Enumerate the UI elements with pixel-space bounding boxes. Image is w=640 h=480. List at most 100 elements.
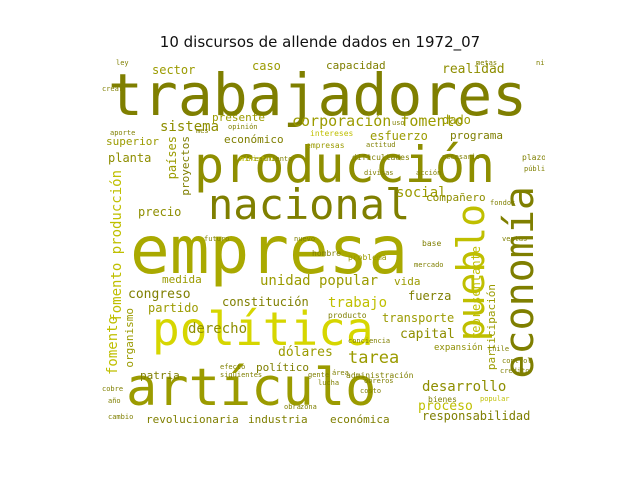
word-ano: año (108, 397, 121, 405)
word-responsabilidad: responsabilidad (422, 409, 531, 423)
word-obreros: obreros (364, 377, 394, 385)
word-nuevo: nuevo (294, 235, 316, 243)
word-fondos: fondos (490, 199, 516, 207)
word-efecto: efecto (220, 363, 246, 371)
word-nivel: nivel (536, 59, 545, 67)
word-control: control (502, 357, 532, 365)
word-corporacion-fomento: corporación fomento (292, 112, 464, 130)
word-dado: dado (442, 113, 471, 127)
word-administracion: administración (346, 371, 414, 380)
word-bienes: bienes (428, 395, 457, 404)
word-publico: público (524, 165, 545, 173)
word-transporte: transporte (382, 311, 455, 325)
word-presente: presente (212, 111, 265, 124)
word-gente: gente (308, 371, 330, 379)
word-intereses: intereses (310, 129, 354, 138)
word-programa: programa (450, 129, 503, 142)
word-obra: obra (284, 403, 301, 411)
word-economica: económica (330, 413, 390, 424)
word-zona: zona (300, 403, 317, 411)
word-paises: países (165, 136, 179, 180)
word-fuerza: fuerza (408, 289, 452, 303)
word-accion: acción (416, 169, 442, 177)
word-mercado: mercado (414, 261, 444, 269)
word-empresas: empresas (306, 141, 345, 150)
word-unidad-popular: unidad popular (260, 273, 379, 289)
word-politica: política (152, 302, 374, 356)
word-cloud: trabajadores producción nacional empresa… (96, 58, 545, 424)
word-problema: problema (348, 253, 387, 262)
word-patria: patria (140, 369, 180, 382)
word-actitud: actitud (366, 141, 396, 149)
word-hombre: hombre (312, 249, 341, 258)
word-ventas: ventas (502, 235, 528, 243)
word-precio: precio (138, 205, 182, 219)
word-ley: ley (116, 59, 129, 67)
word-vida: vida (394, 275, 421, 288)
word-mes: mes (196, 127, 209, 135)
word-plazo: plazo (522, 153, 545, 162)
word-fomento: fomento (105, 316, 121, 376)
word-metas: metas (476, 59, 498, 67)
word-economico: económico (224, 133, 284, 146)
word-siguientes: siguientes (220, 371, 263, 379)
word-proyectos: proyectos (179, 136, 192, 196)
word-realidad: realidad (442, 62, 505, 77)
word-uso: uso (392, 119, 405, 127)
word-medida: medida (162, 273, 202, 286)
word-revolucionaria: revolucionaria (146, 413, 239, 424)
word-industria: industria (248, 413, 308, 424)
word-empresa: empresa (130, 212, 409, 289)
word-participacion: participación (485, 284, 498, 371)
word-sector: sector (152, 63, 196, 77)
word-companero: compañero (426, 191, 486, 204)
word-caso: caso (252, 59, 281, 73)
word-politico: político (256, 361, 309, 374)
word-producto: producto (328, 311, 367, 320)
word-ministro: ministro (240, 155, 274, 163)
word-conciencia: conciencia (348, 337, 391, 345)
word-cambio: cambio (108, 413, 134, 421)
word-capital: capital (400, 327, 455, 342)
word-partido: partido (148, 301, 199, 315)
word-congreso: congreso (128, 287, 191, 302)
word-fomento-produccion: fomento producción (109, 170, 125, 322)
word-costo: costo (360, 387, 382, 395)
word-crear: crear (102, 85, 124, 93)
word-credito: crédito (500, 367, 530, 375)
word-proceso: proceso (418, 399, 473, 414)
word-nacional: nacional (208, 180, 411, 229)
word-area: área (332, 369, 349, 377)
word-dificultades: dificultades (352, 153, 410, 162)
word-cobre: cobre (102, 385, 124, 393)
word-chile: chile (488, 345, 510, 353)
word-sistema: sistema (160, 119, 220, 135)
word-crecimiento: crecimiento (246, 155, 293, 163)
word-divisas: divisas (364, 169, 394, 177)
word-aporte: aporte (110, 129, 136, 137)
word-base: base (422, 239, 442, 248)
word-desarrollo: desarrollo (422, 379, 507, 395)
word-futuro: futuro (204, 235, 230, 243)
word-tarea: tarea (348, 348, 400, 368)
word-constitucion: constitución (222, 295, 309, 309)
figure-title: 10 discursos de allende dados en 1972_07 (159, 33, 481, 51)
word-derecho: derecho (188, 321, 248, 337)
word-superior: superior (106, 135, 159, 148)
word-representante: representante (469, 246, 483, 340)
word-popular: popular (480, 395, 510, 403)
word-produccion: producción (194, 136, 496, 194)
word-planta: planta (108, 151, 152, 165)
word-organismo: organismo (123, 308, 136, 368)
word-capacidad: capacidad (326, 59, 386, 72)
word-necesario: necesario (442, 153, 480, 161)
word-social: social (396, 185, 447, 201)
word-lucha: lucha (318, 379, 340, 387)
word-trabajo: trabajo (328, 295, 388, 311)
word-esfuerzo: esfuerzo (370, 129, 428, 143)
word-trabajadores: trabajadores (108, 61, 528, 129)
word-opinion: opinión (228, 123, 258, 131)
word-dolares: dólares (278, 345, 333, 360)
word-expansion: expansión (434, 343, 483, 353)
word-articulo: artículo (126, 358, 377, 418)
